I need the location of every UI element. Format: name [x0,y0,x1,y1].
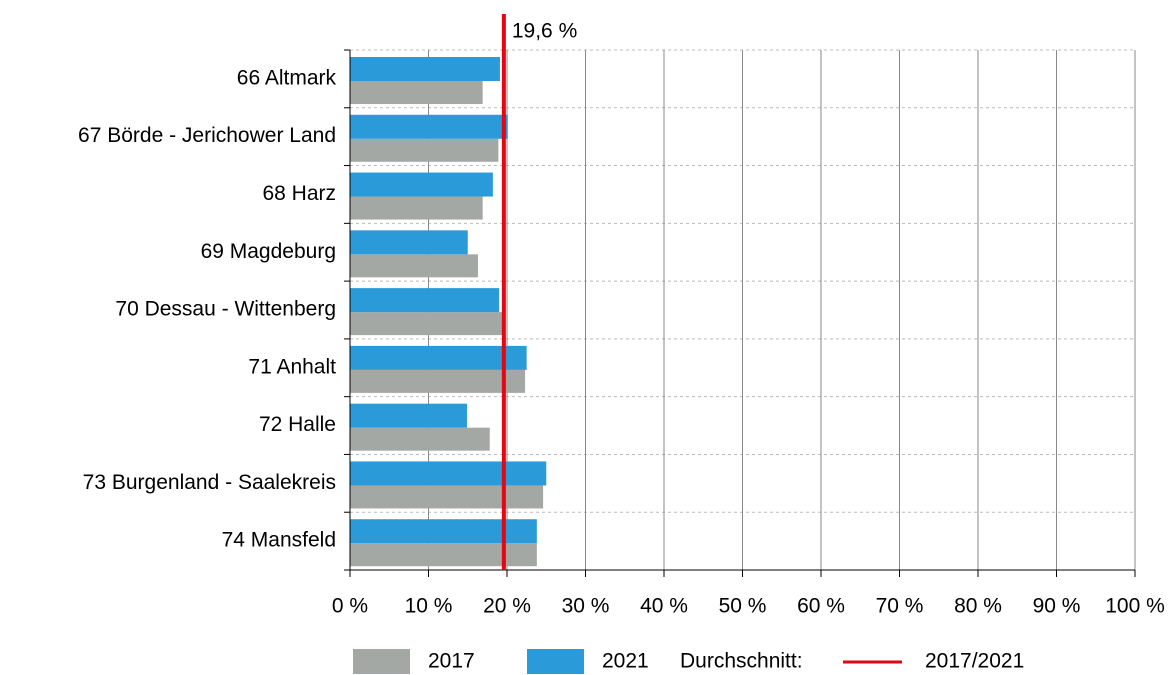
x-tick-label: 30 % [562,595,610,618]
category-label: 74 Mansfeld [222,529,336,552]
bar [350,461,547,486]
bar [350,138,499,162]
bar [350,288,500,313]
legend-label: 2021 [602,650,649,673]
category-label: 73 Burgenland - Saalekreis [83,471,336,494]
bar [350,81,483,104]
x-tick-label: 20 % [483,595,531,618]
bar [350,254,478,278]
bar [350,543,537,567]
category-label: 72 Halle [259,413,336,436]
x-tick-label: 60 % [797,595,845,618]
bar [350,369,526,393]
category-label: 69 Magdeburg [201,240,336,263]
category-label: 68 Harz [262,182,336,205]
bar [350,519,537,544]
bar [350,57,500,81]
legend-label: 2017 [428,650,475,673]
legend-swatch [527,649,584,674]
x-tick-label: 40 % [640,595,688,618]
bar [350,403,467,428]
category-label: 70 Dessau - Wittenberg [115,298,336,321]
category-label: 67 Börde - Jerichower Land [78,124,336,147]
x-tick-label: 90 % [1033,595,1081,618]
legend-label: Durchschnitt: [680,650,803,673]
bar [350,345,527,370]
bar [350,114,508,139]
bar [350,230,468,255]
x-tick-label: 80 % [954,595,1002,618]
x-tick-label: 10 % [405,595,453,618]
x-tick-label: 100 % [1105,595,1165,618]
reference-label: 19,6 % [512,20,577,43]
legend-label: 2017/2021 [925,650,1024,673]
x-tick-label: 0 % [332,595,368,618]
legend-swatch [353,649,410,674]
category-label: 66 Altmark [237,66,337,89]
bar [350,485,544,509]
bar [350,196,483,220]
bar [350,312,503,336]
bar [350,427,490,451]
x-tick-label: 50 % [719,595,767,618]
x-tick-label: 70 % [876,595,924,618]
bar [350,172,493,197]
category-label: 71 Anhalt [248,355,336,378]
